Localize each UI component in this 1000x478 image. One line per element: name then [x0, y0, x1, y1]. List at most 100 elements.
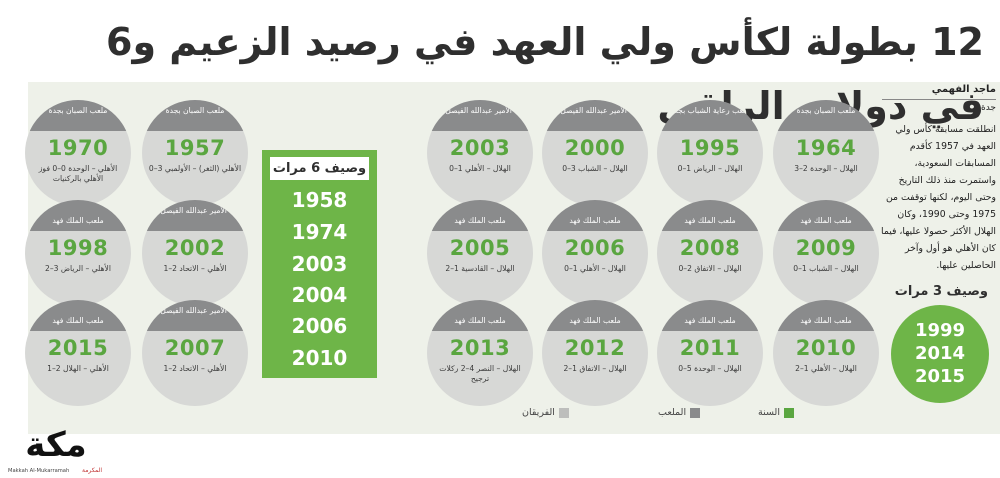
match-result: الأهلي – الهلال 2–1 [47, 364, 109, 373]
badge-hilal-2013: ملعب الملك فهد 2013 الهلال – النصر 4–2 ر… [427, 300, 533, 406]
badge-hilal-2010: ملعب الملك فهد 2010 الهلال – الأهلي 1–2 [773, 300, 879, 406]
badge-ahli-1970: ملعب الصبان بجدة 1970 الأهلي – الوحدة 0–… [25, 100, 131, 206]
badge-ahli-2002: ملعب الأمير عبدالله الفيصل بجدة 2002 الأ… [142, 200, 248, 306]
legend-swatch-teams [558, 407, 569, 418]
badge-year: 2008 [679, 236, 741, 260]
match-result: الهلال – الأهلي 1–2 [795, 364, 857, 373]
runner-up-year: 2003 [291, 252, 348, 276]
badge-ahli-2015: ملعب الملك فهد 2015 الأهلي – الهلال 2–1 [25, 300, 131, 406]
badge-hilal-1995: ملعب رعاية الشباب بجدة 1995 الهلال – الر… [657, 100, 763, 206]
badge-hilal-2006: ملعب الملك فهد 2006 الهلال – الأهلي 1–0 [542, 200, 648, 306]
stadium-label: ملعب الملك فهد [657, 200, 763, 231]
badge-year: 2000 [564, 136, 626, 160]
logo-subtitle: Makkah Al-Mukarramah [8, 468, 70, 474]
stadium-label: ملعب الملك فهد [427, 200, 533, 231]
badge-year: 1995 [679, 136, 741, 160]
runner-up-year: 2010 [291, 346, 348, 370]
match-result: الأهلي – الوحدة 0–0 فوز الأهلي بالركنيات [38, 164, 118, 183]
match-result: الأهلي (الثغر) – الأولمبي 3–0 [148, 164, 242, 173]
legend-teams: الفريقان [522, 406, 569, 420]
stadium-label: ملعب الملك فهد [25, 200, 131, 231]
legend-year: السنة [758, 406, 794, 420]
badge-ahli-1998: ملعب الملك فهد 1998 الأهلي – الرياض 3–2 [25, 200, 131, 306]
badge-year: 2002 [164, 236, 226, 260]
match-result: الهلال – الأهلي 1–0 [564, 264, 626, 273]
match-result: الهلال – النصر 4–2 ركلات ترجيح [439, 364, 521, 383]
third-circle [891, 305, 989, 403]
legend-swatch-year [783, 407, 794, 418]
legend-swatch-stadium [690, 407, 701, 418]
badge-year: 2007 [164, 336, 226, 360]
makkah-logo: مكة [25, 425, 87, 465]
badge-hilal-2012: ملعب الملك فهد 2012 الهلال – الاتفاق 1–2 [542, 300, 648, 406]
match-result: الهلال – الاتفاق 2–0 [678, 264, 742, 273]
badge-year: 1957 [164, 136, 226, 160]
runner-up-year: 2004 [291, 283, 348, 307]
badge-year: 2009 [795, 236, 857, 260]
stadium-label: ملعب الأمير عبدالله الفيصل بجدة [427, 100, 533, 131]
third-label: وصيف 3 مرات [894, 284, 988, 299]
badge-year: 1964 [795, 136, 857, 160]
stadium-label: ملعب الملك فهد [427, 300, 533, 331]
stadium-label: ملعب الملك فهد [773, 300, 879, 331]
byline-divider [882, 99, 996, 100]
runner-up-year: 1958 [291, 188, 348, 212]
match-result: الأهلي – الاتحاد 2–1 [163, 264, 227, 273]
badge-year: 2011 [679, 336, 741, 360]
badge-year: 2003 [449, 136, 511, 160]
match-result: الهلال – الاتفاق 1–2 [563, 364, 627, 373]
match-result: الأهلي – الاتحاد 2–1 [163, 364, 227, 373]
badge-hilal-2011: ملعب الملك فهد 2011 الهلال – الوحدة 5–0 [657, 300, 763, 406]
match-result: الأهلي – الرياض 3–2 [44, 264, 112, 273]
match-result: الهلال – القادسية 1–2 [445, 264, 515, 273]
stadium-label: ملعب الصبان بجدة [142, 100, 248, 131]
headline: 12 بطولة لكأس ولي العهد في رصيد الزعيم و… [106, 20, 985, 128]
runner-up-panel [262, 150, 377, 378]
badge-year: 2006 [564, 236, 626, 260]
match-result: الهلال – الوحدة 5–0 [678, 364, 742, 373]
badge-ahli-1957: ملعب الصبان بجدة 1957 الأهلي (الثغر) – ا… [142, 100, 248, 206]
stadium-label: ملعب الملك فهد [773, 200, 879, 231]
badge-year: 1998 [47, 236, 109, 260]
badge-year: 2015 [47, 336, 109, 360]
badge-hilal-2000: ملعب الأمير عبدالله الفيصل بجدة 2000 اله… [542, 100, 648, 206]
match-result: الهلال – الأهلي 1–0 [449, 164, 511, 173]
badge-hilal-1964: ملعب الصبان بجدة 1964 الهلال – الوحدة 2–… [773, 100, 879, 206]
stadium-label: ملعب الأمير عبدالله الفيصل بجدة [542, 100, 648, 131]
badge-year: 1970 [47, 136, 109, 160]
badge-hilal-2003: ملعب الأمير عبدالله الفيصل بجدة 2003 اله… [427, 100, 533, 206]
stadium-label: ملعب الملك فهد [542, 200, 648, 231]
stadium-label: ملعب الملك فهد [542, 300, 648, 331]
stadium-label: ملعب الملك فهد [25, 300, 131, 331]
badge-year: 2012 [564, 336, 626, 360]
runner-up-year: 1974 [291, 220, 348, 244]
dateline-city: جدة [980, 103, 996, 113]
runner-up-label: وصيف 6 مرات [270, 157, 369, 180]
badge-year: 2005 [449, 236, 511, 260]
stadium-label: ملعب الصبان بجدة [25, 100, 131, 131]
badge-hilal-2005: ملعب الملك فهد 2005 الهلال – القادسية 1–… [427, 200, 533, 306]
stadium-label: ملعب الملك فهد [657, 300, 763, 331]
third-year: 1999 [914, 320, 966, 341]
badge-hilal-2008: ملعب الملك فهد 2008 الهلال – الاتفاق 2–0 [657, 200, 763, 306]
author-byline: ماجد الفهمي [931, 84, 996, 95]
badge-hilal-2009: ملعب الملك فهد 2009 الهلال – الشباب 1–0 [773, 200, 879, 306]
intro-paragraph: انطلقت مسابقة كأس ولي العهد في 1957 كأقد… [881, 124, 996, 271]
match-result: الهلال – الشباب 3–0 [562, 164, 628, 173]
badge-year: 2010 [795, 336, 857, 360]
third-year: 2014 [914, 343, 966, 364]
logo-tagline: المكرمة [82, 467, 103, 474]
match-result: الهلال – الوحدة 2–3 [794, 164, 858, 173]
runner-up-year: 2006 [291, 314, 348, 338]
match-result: الهلال – الرياض 1–0 [677, 164, 743, 173]
badge-year: 2013 [449, 336, 511, 360]
stadium-label: ملعب الأمير عبدالله الفيصل بجدة [142, 200, 248, 231]
stadium-label: ملعب رعاية الشباب بجدة [657, 100, 763, 131]
stadium-label: ملعب الأمير عبدالله الفيصل بجدة [142, 300, 248, 331]
stadium-label: ملعب الصبان بجدة [773, 100, 879, 131]
legend-stadium: الملعب [658, 406, 701, 420]
third-year: 2015 [914, 366, 966, 387]
match-result: الهلال – الشباب 1–0 [793, 264, 859, 273]
badge-ahli-2007: ملعب الأمير عبدالله الفيصل بجدة 2007 الأ… [142, 300, 248, 406]
